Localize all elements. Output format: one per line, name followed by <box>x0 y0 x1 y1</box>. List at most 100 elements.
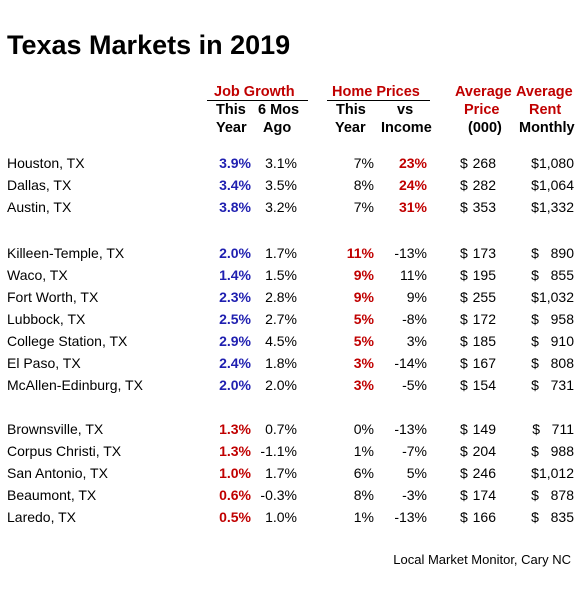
job-growth-6mos-ago: 2.7% <box>265 311 297 327</box>
job-growth-6mos-ago: 1.8% <box>265 355 297 371</box>
table-row: Corpus Christi, TX 1.3% -1.1% 1% -7% $204 $ 98… <box>0 440 580 462</box>
average-rent: $ 855 <box>531 267 574 283</box>
job-growth-6mos-ago: 1.5% <box>265 267 297 283</box>
home-price-this-year: 0% <box>353 421 374 437</box>
average-price: 255 <box>472 289 496 305</box>
average-rent: $ 958 <box>531 311 574 327</box>
dollar-sign: $ <box>460 465 468 481</box>
job-growth-6mos-ago: 1.0% <box>265 509 297 525</box>
average-rent: $1,064 <box>531 177 574 193</box>
average-price: 173 <box>472 245 496 261</box>
city-name: Lubbock, TX <box>7 311 86 327</box>
job-this-header-2: Year <box>216 120 247 136</box>
home-price-vs-income: -13% <box>394 245 427 261</box>
home-price-this-year: 1% <box>353 509 374 525</box>
home-price-vs-income: 23% <box>398 155 427 171</box>
dollar-sign: $ <box>460 333 468 349</box>
avg-rent-header-2: Rent <box>529 102 562 118</box>
average-rent: $ 878 <box>531 487 574 503</box>
job-growth-this-year: 1.4% <box>219 267 251 283</box>
average-price: 166 <box>472 509 496 525</box>
home-price-this-year: 8% <box>353 487 374 503</box>
city-name: McAllen-Edinburg, TX <box>7 377 143 393</box>
avg-price-header-3: (000) <box>468 120 502 136</box>
hp-vs-header-2: Income <box>381 120 432 136</box>
job-growth-6mos-ago: 1.7% <box>265 465 297 481</box>
job-growth-this-year: 2.0% <box>219 377 251 393</box>
home-price-vs-income: -7% <box>402 443 427 459</box>
average-rent: $ 731 <box>531 377 574 393</box>
home-prices-underline <box>327 100 430 101</box>
dollar-sign: $ <box>460 487 468 503</box>
dollar-sign: $ <box>460 155 468 171</box>
home-price-this-year: 5% <box>353 311 374 327</box>
home-price-this-year: 8% <box>353 177 374 193</box>
average-price: 195 <box>472 267 496 283</box>
job-growth-this-year: 3.4% <box>219 177 251 193</box>
average-rent: $ 988 <box>531 443 574 459</box>
home-price-vs-income: -8% <box>402 311 427 327</box>
average-rent: $1,032 <box>531 289 574 305</box>
avg-rent-header-3: Monthly <box>519 120 575 136</box>
city-name: Dallas, TX <box>7 177 72 193</box>
home-price-this-year: 9% <box>353 267 374 283</box>
table-row: Fort Worth, TX 2.3% 2.8% 9% 9% $255 $1,032 <box>0 286 580 308</box>
average-price: 282 <box>472 177 496 193</box>
city-name: Austin, TX <box>7 199 72 215</box>
table-row: Waco, TX 1.4% 1.5% 9% 11% $195 $ 855 <box>0 264 580 286</box>
home-price-this-year: 6% <box>353 465 374 481</box>
job-growth-6mos-ago: 2.8% <box>265 289 297 305</box>
city-name: El Paso, TX <box>7 355 81 371</box>
home-price-vs-income: 9% <box>406 289 427 305</box>
home-price-vs-income: -14% <box>394 355 427 371</box>
dollar-sign: $ <box>460 421 468 437</box>
city-name: Laredo, TX <box>7 509 77 525</box>
job-growth-this-year: 3.8% <box>219 199 251 215</box>
job-growth-this-year: 2.4% <box>219 355 251 371</box>
job-growth-this-year: 2.5% <box>219 311 251 327</box>
dollar-sign: $ <box>460 177 468 193</box>
average-price: 149 <box>472 421 496 437</box>
job-6mo-header-1: 6 Mos <box>258 102 300 118</box>
page-title: Texas Markets in 2019 <box>7 30 291 60</box>
dollar-sign: $ <box>460 509 468 525</box>
average-rent: $1,012 <box>531 465 574 481</box>
table-row: McAllen-Edinburg, TX 2.0% 2.0% 3% -5% $154 $ 7… <box>0 374 580 396</box>
home-price-vs-income: -13% <box>394 421 427 437</box>
job-growth-6mos-ago: 4.5% <box>265 333 297 349</box>
table-row: El Paso, TX 2.4% 1.8% 3% -14% $167 $ 808 <box>0 352 580 374</box>
home-prices-header: Home Prices <box>332 84 420 100</box>
table-row: San Antonio, TX 1.0% 1.7% 6% 5% $246 $1,012 <box>0 462 580 484</box>
home-price-vs-income: 11% <box>400 267 427 283</box>
average-price: 167 <box>472 355 496 371</box>
city-name: Fort Worth, TX <box>7 289 99 305</box>
job-growth-6mos-ago: 3.1% <box>265 155 297 171</box>
job-growth-6mos-ago: -0.3% <box>260 487 297 503</box>
table-row: Brownsville, TX 1.3% 0.7% 0% -13% $149 $ 711 <box>0 418 580 440</box>
dollar-sign: $ <box>460 311 468 327</box>
average-rent: $1,080 <box>531 155 574 171</box>
dollar-sign: $ <box>460 355 468 371</box>
city-name: Waco, TX <box>7 267 68 283</box>
avg-rent-header-1: Average <box>516 84 573 100</box>
city-name: Killeen-Temple, TX <box>7 245 125 261</box>
average-price: 174 <box>472 487 496 503</box>
job-growth-this-year: 0.5% <box>219 509 251 525</box>
job-this-header-1: This <box>216 102 246 118</box>
average-price: 154 <box>472 377 496 393</box>
hp-this-header-1: This <box>336 102 366 118</box>
dollar-sign: $ <box>460 377 468 393</box>
job-growth-underline <box>207 100 308 101</box>
table-row: Dallas, TX 3.4% 3.5% 8% 24% $282 $1,064 <box>0 174 580 196</box>
job-6mo-header-2: Ago <box>263 120 292 136</box>
home-price-vs-income: -13% <box>394 509 427 525</box>
job-growth-6mos-ago: 1.7% <box>265 245 297 261</box>
table-row: Houston, TX 3.9% 3.1% 7% 23% $268 $1,080 <box>0 152 580 174</box>
average-price: 246 <box>472 465 496 481</box>
dollar-sign: $ <box>460 267 468 283</box>
average-price: 268 <box>472 155 496 171</box>
home-price-vs-income: -5% <box>402 377 427 393</box>
job-growth-6mos-ago: 3.2% <box>265 199 297 215</box>
job-growth-this-year: 1.3% <box>219 421 251 437</box>
job-growth-6mos-ago: -1.1% <box>260 443 297 459</box>
